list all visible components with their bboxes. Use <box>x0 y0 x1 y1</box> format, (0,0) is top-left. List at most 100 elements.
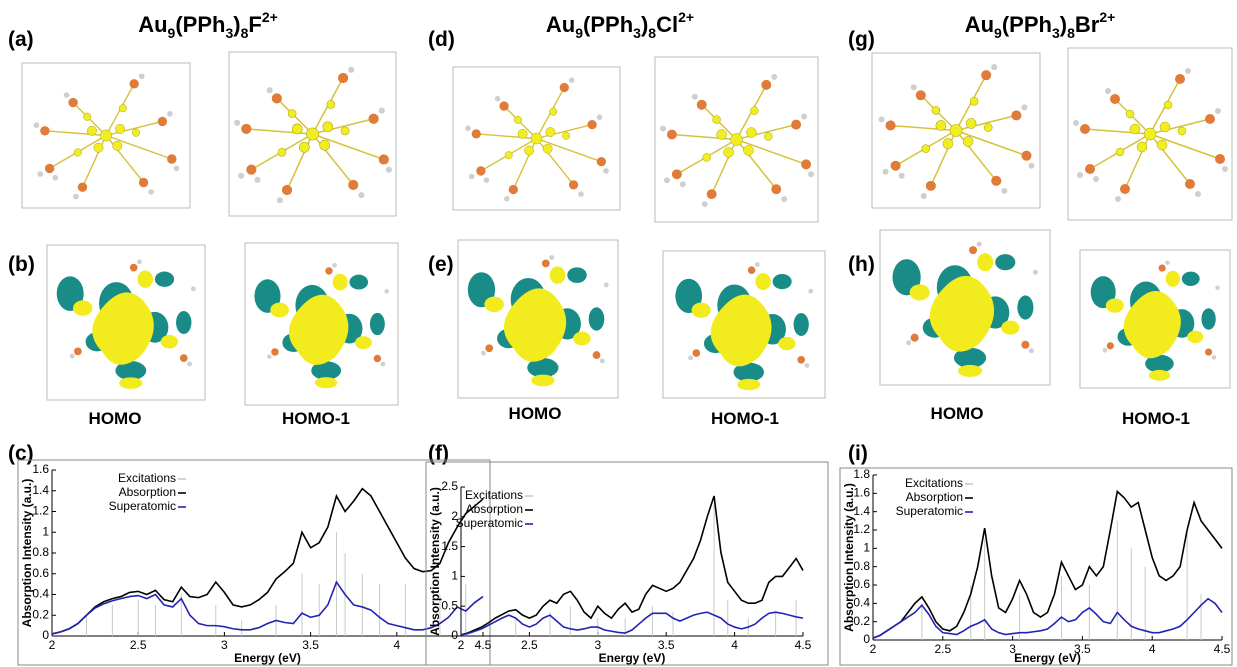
y-tick-label: 0.4 <box>32 587 49 601</box>
x-tick-label: 4 <box>731 638 738 652</box>
x-axis-label: Energy (eV) <box>1014 651 1081 665</box>
y-tick-label: 1.2 <box>32 504 49 518</box>
molecule-structure <box>464 76 610 203</box>
x-tick-label: 3 <box>221 638 228 652</box>
x-tick-label: 2.5 <box>130 638 147 652</box>
legend-label: Excitations <box>465 488 523 502</box>
molecule-structure <box>1072 67 1229 203</box>
y-tick-label: 2 <box>451 509 458 523</box>
orbital-plot <box>892 241 1038 377</box>
y-tick-label: 0.6 <box>853 577 870 591</box>
title-part: Br <box>1075 12 1100 37</box>
y-tick-label: 0.4 <box>853 596 870 610</box>
series-line <box>51 580 484 635</box>
title-part: 8 <box>648 25 656 41</box>
x-tick-label: 2 <box>870 642 877 656</box>
x-tick-label: 2.5 <box>934 642 951 656</box>
y-tick-label: 1.5 <box>441 539 458 553</box>
title-part: (PPh <box>583 12 633 37</box>
x-tick-label: 3.5 <box>658 638 675 652</box>
y-tick-label: 1.2 <box>853 522 870 536</box>
y-tick-label: 0 <box>863 632 870 646</box>
y-tick-label: 1 <box>863 541 870 555</box>
y-tick-label: 1 <box>451 569 458 583</box>
y-tick-label: 1.4 <box>853 504 870 518</box>
title-part: 2+ <box>1099 9 1115 25</box>
x-tick-label: 4 <box>1149 642 1156 656</box>
y-tick-label: 1 <box>42 524 49 538</box>
panel-label: (c) <box>8 442 34 465</box>
y-tick-label: 1.4 <box>32 483 49 497</box>
panel-label: (f) <box>428 442 449 465</box>
column-title: Au9(PPh3)8F2+ <box>138 9 278 41</box>
column-title: Au9(PPh3)8Br2+ <box>965 9 1116 41</box>
molecule-structure <box>32 72 181 201</box>
orbital-plot <box>467 255 609 387</box>
chart-frame <box>425 461 829 666</box>
x-tick-label: 4 <box>393 638 400 652</box>
orbital-plot <box>56 259 196 389</box>
x-axis-label: Energy (eV) <box>234 651 301 665</box>
panel-label: (d) <box>428 28 455 51</box>
y-tick-label: 1.6 <box>32 462 49 476</box>
title-part: ) <box>641 12 648 37</box>
y-tick-label: 1.6 <box>853 486 870 500</box>
x-tick-label: 3.5 <box>302 638 319 652</box>
series-line <box>872 489 1223 639</box>
title-part: 3 <box>633 25 641 41</box>
y-tick-label: 2.5 <box>441 479 458 493</box>
y-tick-label: 0.8 <box>853 559 870 573</box>
orbital-plot <box>254 263 390 389</box>
x-tick-label: 2 <box>49 638 56 652</box>
y-axis-label: Absorption Intensity (a.u.) <box>428 487 442 636</box>
title-part: Au <box>965 12 994 37</box>
chart-frame <box>839 467 1233 666</box>
legend-label: Absorption <box>906 490 963 504</box>
y-tick-label: 1.8 <box>853 467 870 481</box>
title-part: 3 <box>1052 25 1060 41</box>
title-part: 9 <box>575 25 583 41</box>
orbital-label: HOMO <box>89 409 142 428</box>
molecule-structure <box>233 65 393 205</box>
chart-frame <box>17 459 491 666</box>
series-line <box>51 487 484 635</box>
x-tick-label: 3.5 <box>1074 642 1091 656</box>
orbital-label: HOMO <box>931 404 984 423</box>
orbital-plot <box>1090 260 1220 381</box>
legend-label: Absorption <box>466 502 523 516</box>
title-part: 2+ <box>678 9 694 25</box>
panel-label: (b) <box>8 253 35 276</box>
y-tick-label: 0.8 <box>32 545 49 559</box>
y-tick-label: 0.2 <box>32 607 49 621</box>
legend-label: Excitations <box>118 471 176 485</box>
title-part: (PPh <box>1002 12 1052 37</box>
x-tick-label: 3 <box>1009 642 1016 656</box>
legend-label: Absorption <box>119 485 176 499</box>
title-part: 2+ <box>262 9 278 25</box>
panel-label: (a) <box>8 28 34 51</box>
title-part: F <box>248 12 261 37</box>
column-title: Au9(PPh3)8Cl2+ <box>546 9 694 41</box>
y-tick-label: 0 <box>42 628 49 642</box>
title-part: Au <box>546 12 575 37</box>
orbital-label: HOMO <box>509 404 562 423</box>
orbital-plot <box>675 262 814 391</box>
panel-label: (h) <box>848 253 875 276</box>
x-tick-label: 4.5 <box>475 638 492 652</box>
series-line <box>460 495 804 636</box>
title-part: 3 <box>225 25 233 41</box>
legend-label: Superatomic <box>456 516 523 530</box>
y-tick-label: 0.5 <box>441 598 458 612</box>
series-line <box>460 611 804 636</box>
title-part: Au <box>138 12 167 37</box>
y-tick-label: 0 <box>451 628 458 642</box>
molecule-structure <box>659 73 815 208</box>
legend-label: Superatomic <box>109 499 176 513</box>
x-tick-label: 2 <box>458 638 465 652</box>
y-axis-label: Absorption Intensity (a.u.) <box>842 483 856 632</box>
x-tick-label: 2.5 <box>521 638 538 652</box>
title-part: ) <box>1060 12 1067 37</box>
title-part: ) <box>233 12 240 37</box>
title-part: 8 <box>1067 25 1075 41</box>
